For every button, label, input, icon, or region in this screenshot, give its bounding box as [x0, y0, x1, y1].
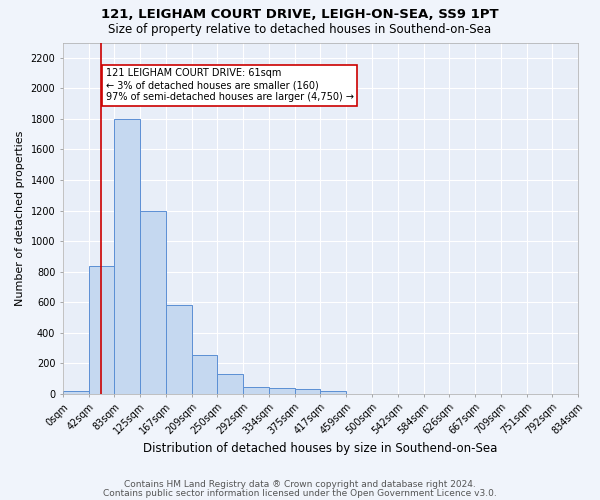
Bar	[217, 374, 243, 394]
Text: 121, LEIGHAM COURT DRIVE, LEIGH-ON-SEA, SS9 1PT: 121, LEIGHAM COURT DRIVE, LEIGH-ON-SEA, …	[101, 8, 499, 20]
Text: Contains public sector information licensed under the Open Government Licence v3: Contains public sector information licen…	[103, 488, 497, 498]
Bar	[192, 355, 217, 394]
Bar	[320, 391, 346, 394]
Bar	[63, 391, 89, 394]
Bar	[295, 390, 320, 394]
Bar	[114, 119, 140, 394]
X-axis label: Distribution of detached houses by size in Southend-on-Sea: Distribution of detached houses by size …	[143, 442, 497, 455]
Text: 121 LEIGHAM COURT DRIVE: 61sqm
← 3% of detached houses are smaller (160)
97% of : 121 LEIGHAM COURT DRIVE: 61sqm ← 3% of d…	[106, 68, 353, 102]
Bar	[269, 388, 295, 394]
Bar	[89, 266, 114, 394]
Text: Contains HM Land Registry data ® Crown copyright and database right 2024.: Contains HM Land Registry data ® Crown c…	[124, 480, 476, 489]
Y-axis label: Number of detached properties: Number of detached properties	[15, 130, 25, 306]
Bar	[140, 210, 166, 394]
Bar	[166, 304, 192, 394]
Bar	[243, 387, 269, 394]
Text: Size of property relative to detached houses in Southend-on-Sea: Size of property relative to detached ho…	[109, 22, 491, 36]
